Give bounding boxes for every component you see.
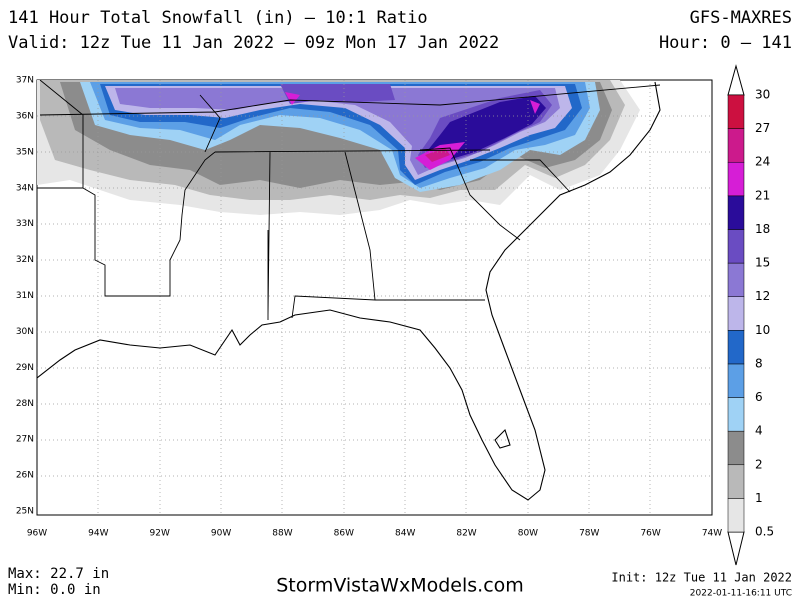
timestamp: 2022-01-11-16:11 UTC: [690, 589, 792, 599]
colorbar-label: 30: [755, 88, 770, 102]
colorbar-band: [727, 430, 745, 466]
lon-label: 82W: [456, 529, 476, 539]
colorbar-label: 21: [755, 188, 770, 202]
lat-label: 27N: [16, 435, 34, 445]
forecast-hour: Hour: 0 – 141: [659, 33, 792, 53]
axis-labels: 37N 36N 35N 34N 33N 32N 31N 30N 29N 28N 27N 26N 25N 9…: [16, 76, 722, 539]
colorbar-band: [727, 464, 745, 499]
colorbar-band: [727, 195, 745, 230]
lat-label: 31N: [16, 291, 34, 301]
colorbar-band: [727, 229, 745, 264]
colorbar-label: 8: [755, 356, 763, 370]
colorbar-label: 4: [755, 424, 763, 438]
lon-label: 84W: [395, 529, 415, 539]
lat-label: 34N: [16, 183, 34, 193]
model: GFS-MAXRES: [690, 8, 792, 28]
lat-label: 35N: [16, 147, 34, 157]
lat-label: 37N: [16, 76, 34, 86]
lon-label: 74W: [702, 529, 722, 539]
snowfall: [37, 80, 640, 215]
lat-label: 36N: [16, 111, 34, 121]
init-time: Init: 12z Tue 11 Jan 2022: [611, 571, 792, 585]
lat-label: 25N: [16, 507, 34, 517]
lon-label: 94W: [88, 529, 108, 539]
site-name[interactable]: StormVistaWxModels.com: [276, 575, 524, 597]
colorbar-label: 0.5: [755, 525, 774, 539]
colorbar-band: [727, 330, 745, 365]
colorbar-bottom: [727, 531, 745, 566]
min-value: Min: 0.0 in: [8, 582, 101, 598]
lat-label: 30N: [16, 327, 34, 337]
boundaries: [37, 80, 661, 501]
colorbar-band: [727, 397, 745, 432]
colorbar-label: 10: [755, 323, 770, 337]
lon-label: 78W: [579, 529, 599, 539]
lat-label: 26N: [16, 471, 34, 481]
lat-label: 33N: [16, 219, 34, 229]
lat-label: 28N: [16, 399, 34, 409]
lat-label: 32N: [16, 255, 34, 265]
colorbar-label: 2: [755, 457, 763, 471]
colorbar-label: 6: [755, 390, 763, 404]
colorbar-band: [727, 296, 745, 331]
colorbar-band: [727, 128, 745, 163]
colorbar-label: 15: [755, 256, 770, 270]
lon-label: 96W: [27, 529, 47, 539]
title: 141 Hour Total Snowfall (in) – 10:1 Rati…: [8, 8, 428, 28]
grid: [37, 80, 712, 515]
colorbar-band: [727, 498, 745, 533]
lon-label: 80W: [518, 529, 538, 539]
lon-label: 92W: [150, 529, 170, 539]
lon-label: 88W: [272, 529, 292, 539]
valid-time: Valid: 12z Tue 11 Jan 2022 – 09z Mon 17 …: [8, 33, 499, 53]
colorbar-band: [727, 161, 745, 197]
colorbar-top: [727, 64, 745, 96]
lon-label: 86W: [334, 529, 354, 539]
colorbar-label: 12: [755, 289, 770, 303]
colorbar-label: 27: [755, 121, 770, 135]
colorbar-label: 24: [755, 155, 770, 169]
colorbar-label: 18: [755, 222, 770, 236]
map: [36, 79, 713, 516]
colorbar-band: [727, 262, 745, 297]
colorbar-label: 1: [755, 491, 763, 505]
colorbar-band: [727, 94, 745, 129]
lon-label: 90W: [211, 529, 231, 539]
lat-label: 29N: [16, 363, 34, 373]
max-value: Max: 22.7 in: [8, 566, 109, 582]
lon-label: 76W: [640, 529, 660, 539]
colorbar-band: [727, 363, 745, 398]
